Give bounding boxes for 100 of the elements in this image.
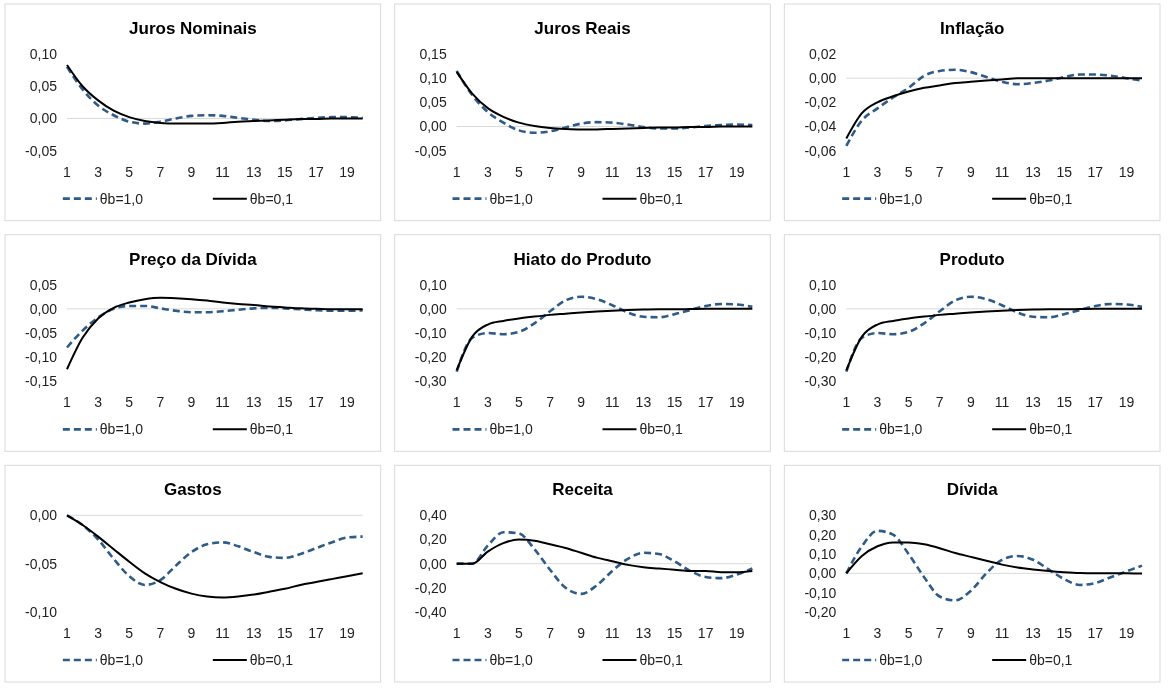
x-tick-label: 11	[215, 394, 231, 411]
x-tick-label: 15	[1056, 394, 1073, 411]
y-tick-label: 0,05	[419, 94, 447, 111]
y-tick-label: 0,00	[419, 555, 447, 572]
legend-label: θb=1,0	[489, 421, 533, 438]
x-tick-label: 7	[546, 163, 555, 180]
legend-label: θb=1,0	[99, 190, 144, 207]
y-tick-label: 0,10	[29, 45, 58, 62]
x-tick-label: 3	[483, 163, 492, 180]
chart-title: Preço da Dívida	[129, 249, 258, 269]
chart-title: Juros Reais	[534, 19, 631, 38]
x-tick-label: 5	[904, 394, 913, 411]
line-series	[845, 295, 1144, 373]
x-tick-label: 19	[728, 394, 745, 411]
y-tick-label: -0,10	[414, 324, 447, 341]
x-tick-label: 3	[873, 163, 882, 180]
y-tick-label: 0,10	[419, 276, 447, 293]
x-tick-label: 17	[1087, 625, 1104, 641]
chart-title: Produto	[939, 249, 1005, 269]
x-tick-label: 7	[156, 394, 165, 411]
chart-title: Juros Nominais	[129, 19, 257, 38]
x-tick-label: 17	[697, 625, 714, 641]
x-tick-label: 7	[546, 394, 555, 411]
x-tick-label: 17	[1087, 163, 1104, 180]
line-series	[845, 77, 1143, 140]
legend-label: θb=0,1	[1029, 651, 1073, 668]
line-series	[455, 530, 754, 596]
legend-label: θb=0,1	[249, 190, 294, 207]
x-tick-label: 17	[308, 163, 324, 180]
x-tick-label: 3	[483, 394, 492, 411]
x-tick-label: 15	[277, 163, 293, 180]
y-tick-label: 0,05	[29, 276, 58, 293]
x-tick-label: 13	[245, 163, 262, 180]
x-tick-label: 1	[63, 625, 72, 641]
x-tick-label: 9	[187, 163, 196, 180]
legend-label: θb=0,1	[639, 651, 683, 668]
x-tick-label: 11	[994, 625, 1010, 641]
x-tick-label: 19	[339, 625, 356, 641]
legend-label: θb=0,1	[249, 651, 294, 668]
x-tick-label: 5	[125, 394, 134, 411]
x-tick-label: 17	[308, 394, 324, 411]
x-tick-label: 9	[966, 394, 975, 411]
x-tick-label: 7	[546, 625, 555, 641]
y-tick-label: -0,20	[804, 349, 837, 366]
y-tick-label: 0,00	[419, 300, 447, 317]
x-tick-label: 9	[577, 163, 586, 180]
line-series	[845, 529, 1144, 602]
x-tick-label: 1	[452, 163, 461, 180]
y-tick-label: -0,05	[414, 142, 447, 159]
line-series	[845, 541, 1143, 575]
x-tick-label: 7	[935, 625, 944, 641]
x-tick-label: 13	[635, 163, 652, 180]
line-series	[66, 296, 364, 371]
x-tick-label: 13	[1025, 163, 1042, 180]
y-tick-label: -0,05	[25, 555, 58, 572]
x-tick-label: 13	[1025, 625, 1042, 641]
x-tick-label: 3	[483, 625, 492, 641]
legend-label: θb=1,0	[489, 651, 533, 668]
line-series	[455, 538, 754, 574]
x-tick-label: 5	[515, 625, 524, 641]
legend-label: θb=1,0	[879, 190, 923, 207]
x-tick-label: 15	[277, 625, 293, 641]
x-tick-label: 17	[1087, 394, 1104, 411]
x-tick-label: 5	[515, 394, 524, 411]
legend-label: θb=1,0	[879, 421, 923, 438]
line-series	[845, 307, 1143, 372]
x-tick-label: 3	[873, 625, 882, 641]
x-tick-label: 19	[728, 625, 745, 641]
x-tick-label: 19	[1118, 394, 1135, 411]
y-tick-label: 0,20	[419, 531, 447, 548]
x-tick-label: 5	[515, 163, 524, 180]
legend-label: θb=0,1	[639, 421, 683, 438]
x-tick-label: 19	[339, 394, 356, 411]
y-tick-label: 0,00	[29, 300, 58, 317]
y-tick-label: -0,10	[25, 349, 58, 366]
x-tick-label: 15	[1056, 163, 1073, 180]
chart-title: Receita	[552, 480, 614, 500]
x-tick-label: 15	[277, 394, 293, 411]
x-tick-label: 11	[605, 394, 620, 411]
line-series	[455, 307, 754, 372]
x-tick-label: 19	[1118, 163, 1135, 180]
x-tick-label: 11	[605, 163, 620, 180]
y-tick-label: -0,40	[414, 603, 447, 620]
x-tick-label: 1	[842, 163, 851, 180]
line-series	[65, 304, 364, 349]
x-tick-label: 15	[1056, 625, 1073, 641]
x-tick-label: 7	[935, 163, 944, 180]
y-tick-label: -0,10	[25, 603, 58, 620]
legend-label: θb=0,1	[1029, 421, 1073, 438]
y-tick-label: -0,20	[414, 349, 447, 366]
y-tick-label: 0,20	[809, 526, 837, 543]
x-tick-label: 13	[635, 625, 652, 641]
legend-label: θb=1,0	[99, 421, 144, 438]
x-tick-label: 3	[94, 625, 103, 641]
x-tick-label: 19	[1118, 625, 1135, 641]
chart-title: Gastos	[164, 480, 222, 500]
y-tick-label: -0,15	[25, 373, 58, 390]
x-tick-label: 15	[666, 625, 683, 641]
y-tick-label: 0,00	[29, 507, 58, 524]
y-tick-label: -0,20	[804, 603, 837, 620]
